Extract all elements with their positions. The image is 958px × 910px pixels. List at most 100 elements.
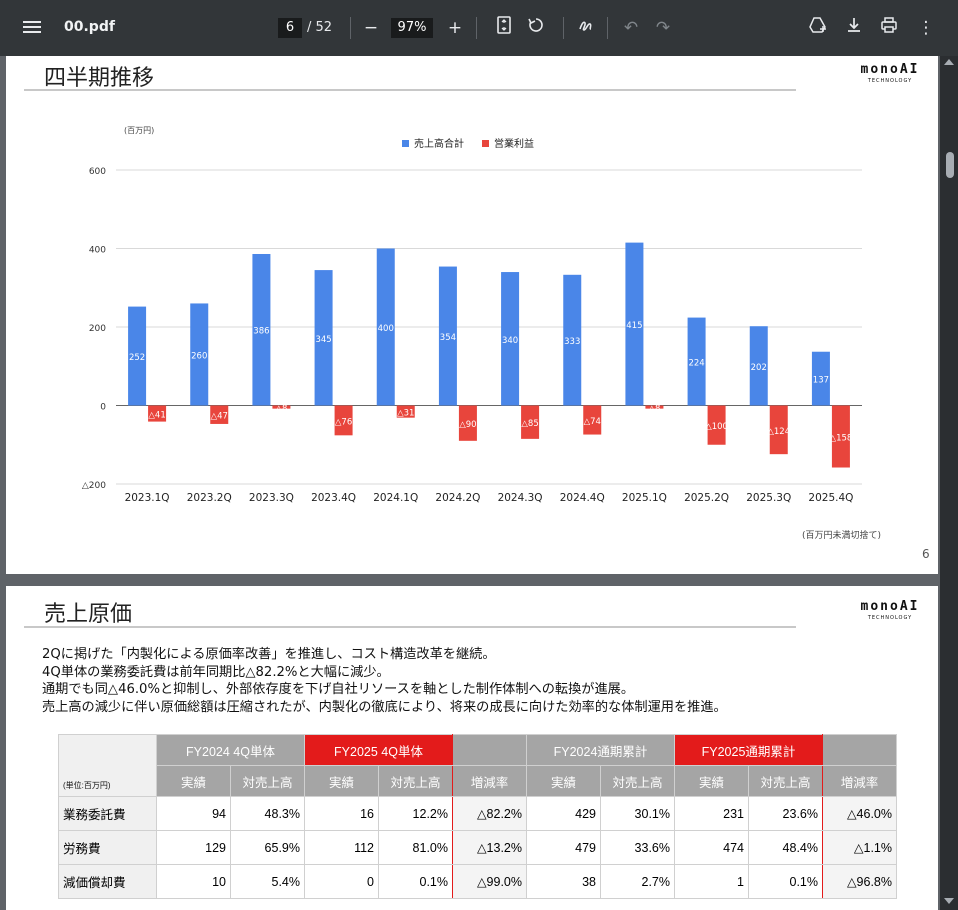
table-cell: △96.8% — [822, 864, 897, 899]
description-text: 2Qに掲げた「内製化による原価率改善」を推進し、コスト構造改革を継続。 4Q単体… — [42, 646, 727, 716]
data-label: 202 — [751, 363, 767, 373]
table-cell: 112 — [304, 830, 379, 865]
print-icon[interactable] — [877, 16, 901, 40]
column-header: 実績 — [304, 765, 379, 797]
revenue-bar — [687, 317, 706, 406]
zoom-out-icon[interactable]: − — [363, 18, 379, 38]
table-cell: △1.1% — [822, 830, 897, 865]
column-header: 増減率 — [822, 765, 897, 797]
group-header-blank — [822, 734, 897, 766]
undo-icon[interactable]: ↶ — [623, 18, 639, 38]
table-row: 業務委託費 94 48.3% 16 12.2% △82.2% 429 30.1%… — [58, 796, 897, 831]
table-cell: 33.6% — [600, 830, 675, 865]
data-label: △47 — [211, 412, 228, 422]
table-cell: 38 — [526, 864, 601, 899]
y-tick-label: 200 — [89, 324, 106, 334]
table-cell: 479 — [526, 830, 601, 865]
data-label: 333 — [564, 337, 580, 347]
legend-swatch — [482, 140, 489, 147]
redo-icon[interactable]: ↷ — [655, 18, 671, 38]
column-header: 対売上高 — [600, 765, 675, 797]
revenue-bar — [749, 326, 768, 406]
revenue-bar — [252, 253, 271, 406]
page-number-input[interactable]: 6 — [278, 18, 302, 38]
group-header: FY2025通期累計 — [674, 734, 823, 766]
operating-profit-bar — [458, 405, 477, 441]
menu-icon[interactable] — [22, 18, 42, 38]
operating-profit-bar — [210, 405, 229, 424]
revenue-bar — [190, 303, 209, 406]
table-cell: 12.2% — [378, 796, 453, 831]
scrollbar-track[interactable] — [940, 56, 958, 910]
add-to-drive-icon[interactable] — [806, 16, 830, 40]
table-cell: 0.1% — [748, 864, 823, 899]
description-line: 売上高の減少に伴い原価総額は圧縮されたが、内製化の徹底により、将来の成長に向けた… — [42, 699, 727, 715]
pdf-page-7: 売上原価 monoAI TECHNOLOGY 2Qに掲げた「内製化による原価率改… — [6, 586, 938, 910]
table-cell: 23.6% — [748, 796, 823, 831]
x-tick-label: 2023.4Q — [311, 492, 356, 504]
table-cell: 10 — [156, 864, 231, 899]
unit-label: (単位:百万円) — [58, 734, 157, 797]
y-axis-label: (百万円) — [124, 126, 154, 135]
column-header: 実績 — [526, 765, 601, 797]
description-line: 2Qに掲げた「内製化による原価率改善」を推進し、コスト構造改革を継続。 — [42, 647, 496, 662]
fit-page-icon[interactable] — [492, 16, 516, 40]
scroll-down-arrow-icon[interactable] — [944, 898, 954, 904]
row-label: 労務費 — [58, 830, 157, 865]
operating-profit-bar — [396, 405, 415, 418]
table-cell: △46.0% — [822, 796, 897, 831]
scrollbar-thumb[interactable] — [946, 152, 954, 178]
y-tick-label: △200 — [82, 481, 106, 491]
toolbar-divider — [476, 17, 477, 39]
slide-title: 四半期推移 — [44, 66, 155, 91]
operating-profit-bar — [272, 405, 291, 409]
logo-subtitle: TECHNOLOGY — [867, 78, 913, 84]
toolbar-divider — [607, 17, 608, 39]
data-label: 224 — [688, 359, 704, 369]
rotate-icon[interactable] — [524, 16, 548, 40]
data-label: △158 — [830, 434, 853, 444]
data-label: 260 — [191, 351, 207, 361]
data-label: 137 — [813, 376, 829, 386]
group-header: FY2024 4Q単体 — [156, 734, 305, 766]
revenue-bar — [314, 270, 333, 406]
data-label: △85 — [521, 419, 538, 429]
data-label: △31 — [397, 409, 414, 419]
unit-note: (百万円未満切捨て) — [802, 531, 882, 541]
x-tick-label: 2023.3Q — [249, 492, 294, 504]
revenue-bar — [625, 242, 644, 406]
group-header-blank — [452, 734, 527, 766]
data-label: △100 — [705, 422, 728, 432]
column-header: 対売上高 — [748, 765, 823, 797]
data-label: △90 — [459, 420, 476, 430]
logo-wordmark: monoAI — [860, 599, 920, 614]
zoom-in-icon[interactable]: + — [447, 18, 463, 38]
data-label: △8 — [275, 404, 287, 414]
x-tick-label: 2024.4Q — [560, 492, 605, 504]
table-cell: 474 — [674, 830, 749, 865]
column-header: 対売上高 — [378, 765, 453, 797]
table-cell: 429 — [526, 796, 601, 831]
operating-profit-bar — [645, 405, 664, 409]
table-cell: 48.4% — [748, 830, 823, 865]
download-icon[interactable] — [842, 16, 866, 40]
column-header: 実績 — [156, 765, 231, 797]
page-number: 6 — [922, 547, 930, 561]
table-cell: 1 — [674, 864, 749, 899]
toolbar-divider — [350, 17, 351, 39]
draw-icon[interactable] — [574, 16, 598, 40]
scroll-up-arrow-icon[interactable] — [944, 59, 954, 65]
title-underline — [24, 89, 796, 91]
more-icon[interactable]: ⋮ — [917, 18, 935, 38]
row-label: 減価償却費 — [58, 864, 157, 899]
zoom-input[interactable]: 97% — [391, 18, 433, 38]
revenue-bar — [501, 272, 520, 406]
table-row: 減価償却費 10 5.4% 0 0.1% △99.0% 38 2.7% 1 0.… — [58, 864, 897, 899]
cost-of-sales-table: (単位:百万円) FY2024 4Q単体 FY2025 4Q単体 FY2024通… — [58, 734, 897, 899]
table-cell: △99.0% — [452, 864, 527, 899]
table-cell: 65.9% — [230, 830, 305, 865]
operating-profit-bar — [769, 405, 788, 455]
x-tick-label: 2025.3Q — [746, 492, 791, 504]
revenue-bar — [811, 351, 830, 406]
table-cell: 231 — [674, 796, 749, 831]
